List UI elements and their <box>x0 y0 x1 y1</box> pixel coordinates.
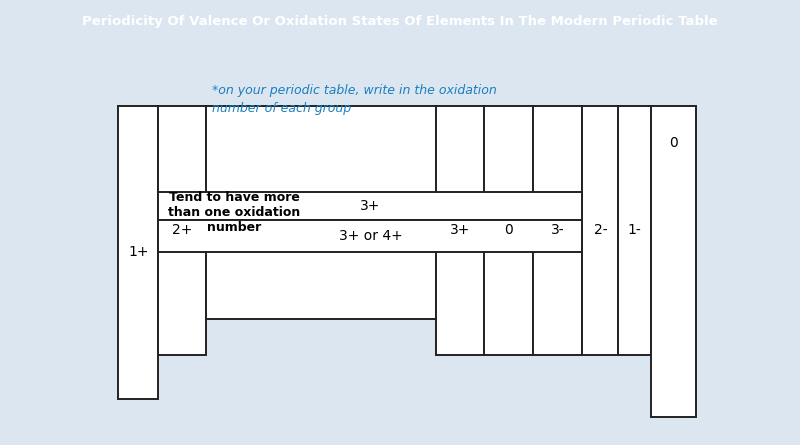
Text: Periodicity Of Valence Or Oxidation States Of Elements In The Modern Periodic Ta: Periodicity Of Valence Or Oxidation Stat… <box>82 15 718 28</box>
Bar <box>582 106 618 355</box>
Bar <box>158 106 206 355</box>
Text: 3+: 3+ <box>450 223 470 237</box>
Text: 1-: 1- <box>628 223 642 237</box>
Text: 3-: 3- <box>550 223 565 237</box>
Bar <box>206 106 436 319</box>
Bar <box>118 106 158 399</box>
Bar <box>158 220 582 252</box>
Bar <box>618 106 651 355</box>
Text: *on your periodic table, write in the oxidation
number of each group: *on your periodic table, write in the ox… <box>212 84 497 115</box>
Text: 0: 0 <box>504 223 513 237</box>
Bar <box>533 106 582 355</box>
Bar <box>158 192 582 220</box>
Text: 1+: 1+ <box>128 245 149 259</box>
Text: 2-: 2- <box>594 223 607 237</box>
Text: 0: 0 <box>670 136 678 150</box>
Text: 2+: 2+ <box>172 223 193 237</box>
Text: 3+: 3+ <box>360 199 381 213</box>
Text: 3+ or 4+: 3+ or 4+ <box>338 229 402 243</box>
Bar <box>484 106 533 355</box>
Bar <box>436 106 484 355</box>
Bar <box>651 106 696 417</box>
Text: Tend to have more
than one oxidation
number: Tend to have more than one oxidation num… <box>168 191 300 234</box>
